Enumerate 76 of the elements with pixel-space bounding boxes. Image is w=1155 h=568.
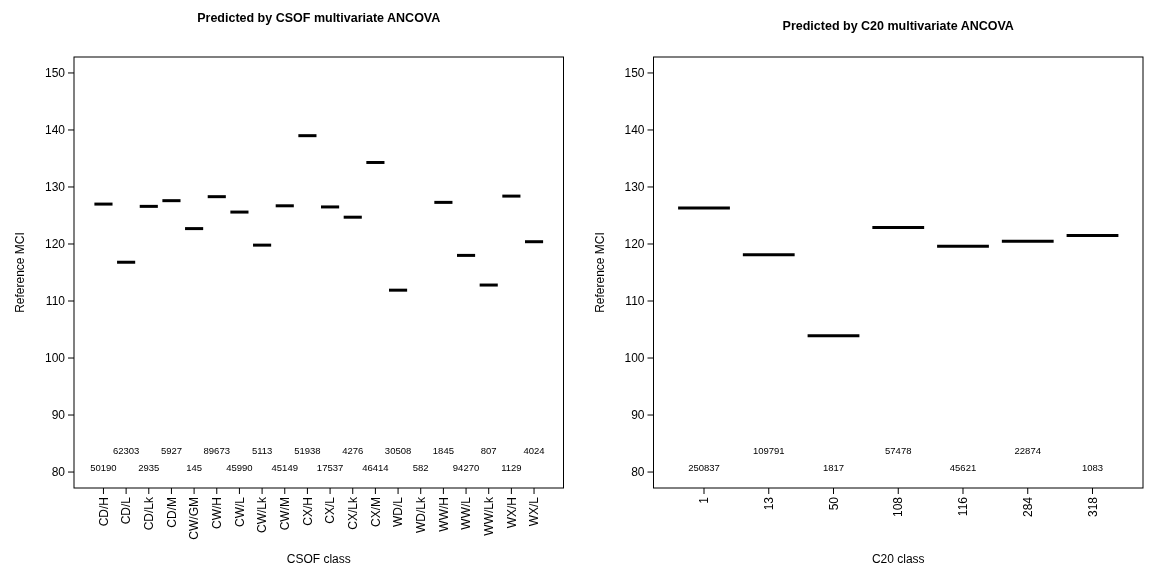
x-tick-label: CX/H: [300, 497, 315, 526]
y-tick-label: 130: [624, 180, 645, 195]
x-tick-label: 13: [761, 496, 776, 511]
annotation: 1083: [1081, 462, 1104, 474]
annotation: 145: [186, 462, 203, 474]
x-tick-label: CW/L: [232, 496, 247, 527]
annotation: 45149: [271, 462, 298, 474]
x-tick-label: 116: [956, 496, 971, 517]
annotation: 1129: [501, 462, 522, 474]
annotation: 94270: [452, 462, 480, 474]
y-tick-label: 120: [44, 237, 66, 252]
annotation: 1817: [822, 462, 845, 474]
x-tick-label: WD/L: [391, 496, 406, 527]
y-tick-label: 80: [51, 465, 66, 480]
x-tick-label: CD/M: [164, 497, 179, 528]
annotation: 62303: [112, 445, 140, 457]
annotation: 17537: [316, 462, 344, 474]
y-tick-label: 140: [624, 123, 645, 138]
annotation: 4024: [523, 445, 545, 457]
x-tick-label: CD/Lk: [141, 496, 156, 531]
annotation: 45621: [949, 462, 977, 474]
x-axis-title: CSOF class: [286, 552, 351, 566]
y-tick-label: 80: [631, 465, 645, 480]
x-tick-label: CX/M: [368, 497, 383, 527]
annotation: 51938: [294, 445, 321, 457]
x-tick-label: WD/Lk: [413, 496, 428, 533]
x-tick-label: 318: [1085, 496, 1100, 518]
x-tick-label: CW/H: [209, 497, 224, 529]
x-tick-label: CX/L: [323, 496, 338, 524]
annotation: 45990: [226, 462, 253, 474]
annotation: 5113: [251, 445, 273, 457]
y-axis-title: Reference MCI: [13, 232, 27, 313]
y-tick-label: 100: [44, 351, 66, 366]
x-tick-label: CW/Lk: [255, 496, 270, 533]
x-tick-label: WW/L: [459, 496, 474, 530]
x-tick-label: 284: [1020, 496, 1035, 518]
annotation: 250837: [688, 462, 720, 474]
x-axis-title: C20 class: [871, 552, 925, 566]
x-tick-label: WW/Lk: [481, 496, 496, 536]
annotation: 57478: [885, 445, 912, 457]
y-tick-label: 110: [45, 294, 66, 309]
y-tick-label: 120: [624, 237, 645, 252]
x-tick-label: CD/H: [96, 497, 111, 527]
annotation: 1845: [432, 445, 454, 457]
x-tick-label: WW/H: [436, 497, 451, 532]
y-tick-label: 90: [631, 408, 645, 423]
annotation: 30508: [384, 445, 412, 457]
y-tick-label: 140: [44, 123, 66, 138]
x-tick-label: 108: [891, 496, 906, 518]
y-tick-label: 130: [44, 180, 66, 195]
annotation: 582: [412, 462, 429, 474]
annotation: 5927: [160, 445, 183, 457]
x-tick-label: CD/L: [119, 496, 134, 525]
y-tick-label: 100: [624, 351, 645, 366]
annotation: 4276: [342, 445, 364, 457]
y-tick-label: 150: [624, 66, 645, 81]
y-axis-title: Reference MCI: [592, 232, 607, 313]
x-tick-label: CW/GM: [187, 497, 202, 540]
x-tick-label: WX/L: [527, 496, 542, 527]
annotation: 807: [480, 445, 497, 457]
chart-title: Predicted by C20 multivariate ANCOVA: [782, 19, 1014, 33]
annotation: 109791: [752, 445, 785, 457]
x-tick-label: CW/M: [277, 497, 292, 531]
annotation: 22874: [1014, 445, 1041, 457]
y-tick-label: 150: [44, 66, 66, 81]
annotation: 89673: [203, 445, 230, 457]
chart-title: Predicted by CSOF multivariate ANCOVA: [197, 11, 441, 25]
x-tick-label: 50: [826, 496, 841, 511]
annotation: 50190: [90, 462, 117, 474]
annotation: 2935: [138, 462, 160, 474]
x-tick-label: 1: [697, 496, 712, 504]
y-tick-label: 110: [625, 294, 645, 309]
y-tick-label: 90: [51, 408, 66, 423]
x-tick-label: WX/H: [504, 497, 519, 529]
annotation: 46414: [362, 462, 389, 474]
x-tick-label: CX/Lk: [345, 496, 360, 530]
